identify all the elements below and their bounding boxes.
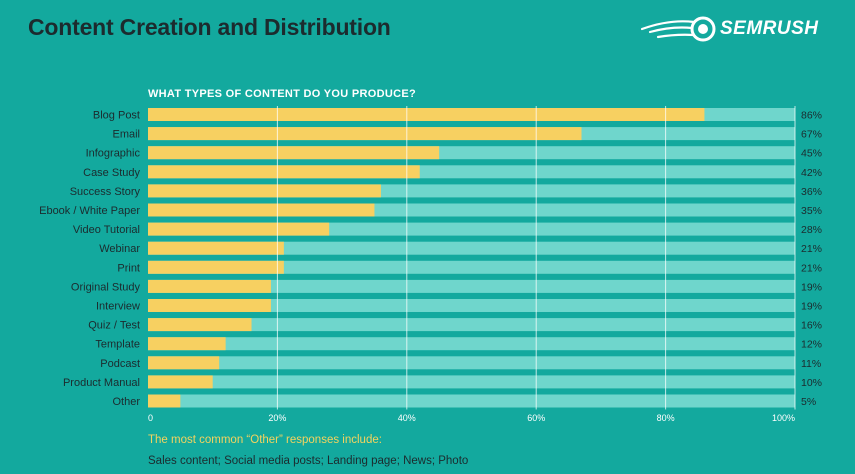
x-tick-label: 0 (148, 413, 153, 423)
value-label: 19% (801, 301, 822, 313)
category-label: Infographic (86, 148, 141, 160)
bar-track (148, 299, 795, 312)
chart-title: WHAT TYPES OF CONTENT DO YOU PRODUCE? (148, 88, 416, 100)
bar (148, 318, 252, 332)
value-label: 5% (801, 396, 816, 408)
brand-name: SEMRUSH (720, 18, 819, 39)
value-label: 10% (801, 377, 822, 389)
value-label: 28% (801, 224, 822, 236)
bar (148, 127, 582, 141)
category-label: Other (112, 396, 140, 408)
bar (148, 375, 213, 389)
x-tick-label: 80% (657, 413, 675, 423)
value-label: 42% (801, 167, 822, 179)
category-label: Email (112, 129, 140, 141)
fireball-icon (640, 16, 716, 42)
bar (148, 146, 440, 160)
category-label: Product Manual (63, 377, 140, 389)
bar (148, 299, 271, 312)
bar-track (148, 337, 795, 351)
category-label: Podcast (100, 358, 140, 370)
category-label: Webinar (99, 243, 140, 255)
category-label: Template (95, 339, 140, 351)
value-label: 16% (801, 320, 822, 332)
category-label: Blog Post (93, 110, 140, 122)
bar (148, 203, 375, 217)
bar-track (148, 318, 795, 332)
bar (148, 165, 420, 179)
bar (148, 394, 181, 408)
bar (148, 222, 330, 236)
brand-logo: SEMRUSH (640, 16, 819, 42)
value-label: 67% (801, 129, 822, 141)
value-label: 35% (801, 205, 822, 217)
bar (148, 260, 284, 274)
bar-track (148, 241, 795, 255)
bar (148, 241, 284, 255)
note-body: Sales content; Social media posts; Landi… (148, 455, 469, 467)
bar (148, 279, 271, 293)
value-label: 11% (801, 358, 821, 370)
x-tick-label: 20% (268, 413, 286, 423)
note-heading: The most common “Other” responses includ… (148, 434, 382, 446)
value-label: 86% (801, 110, 822, 122)
x-tick-label: 100% (772, 413, 795, 423)
category-label: Print (117, 262, 140, 274)
value-label: 19% (801, 281, 822, 293)
value-label: 12% (801, 339, 822, 351)
category-label: Case Study (83, 167, 140, 179)
category-label: Video Tutorial (73, 224, 140, 236)
bar-track (148, 260, 795, 274)
value-label: 21% (801, 262, 822, 274)
value-label: 36% (801, 186, 822, 198)
bar-track (148, 279, 795, 293)
category-label: Interview (96, 301, 140, 313)
page-title: Content Creation and Distribution (28, 14, 391, 40)
x-tick-label: 60% (527, 413, 545, 423)
value-label: 45% (801, 148, 822, 160)
bar-track (148, 394, 795, 408)
bar-track (148, 375, 795, 389)
bar-track (148, 356, 795, 370)
category-label: Quiz / Test (88, 320, 140, 332)
x-tick-label: 40% (398, 413, 416, 423)
category-label: Success Story (70, 186, 141, 198)
bar (148, 356, 220, 370)
bar (148, 108, 705, 121)
value-label: 21% (801, 243, 822, 255)
category-label: Original Study (71, 281, 141, 293)
category-label: Ebook / White Paper (39, 205, 140, 217)
bar (148, 184, 381, 198)
bar (148, 337, 226, 351)
